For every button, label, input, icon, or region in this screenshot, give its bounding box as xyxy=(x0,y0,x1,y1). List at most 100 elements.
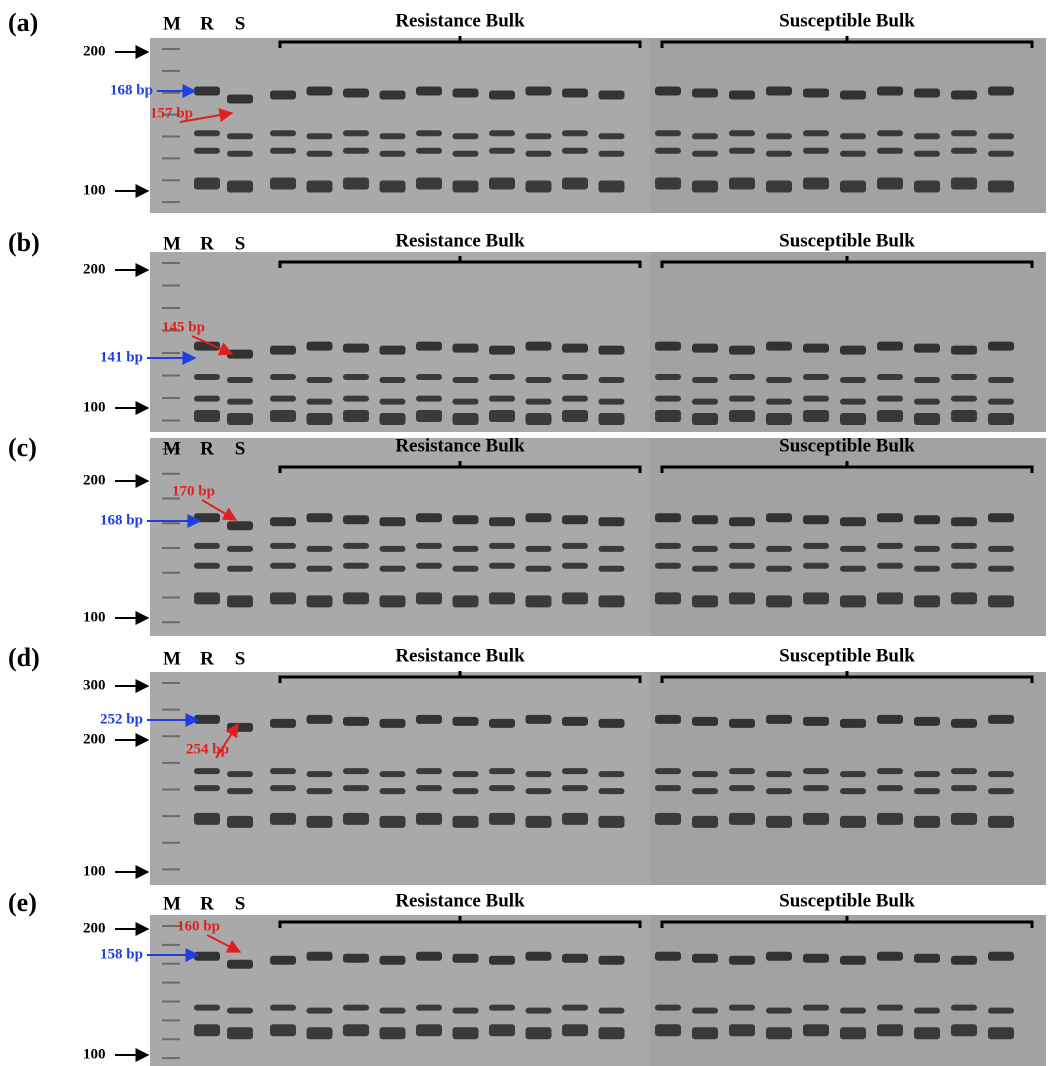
band xyxy=(840,413,866,425)
panel-label: (e) xyxy=(8,888,37,917)
band xyxy=(951,542,977,549)
band xyxy=(306,413,333,425)
band xyxy=(692,413,718,425)
band xyxy=(877,1024,903,1037)
band xyxy=(840,545,866,552)
band xyxy=(379,545,406,552)
ladder-band xyxy=(162,113,180,116)
band xyxy=(379,1027,406,1040)
band xyxy=(655,768,681,775)
band xyxy=(416,395,442,402)
band xyxy=(729,542,755,549)
band xyxy=(766,951,792,961)
band xyxy=(194,177,220,190)
band xyxy=(270,147,296,154)
marker-label: 100 xyxy=(83,609,106,625)
band xyxy=(525,413,552,425)
band xyxy=(729,955,755,965)
band xyxy=(270,562,296,569)
lane-label: R xyxy=(200,13,214,34)
band xyxy=(914,398,940,405)
band xyxy=(525,513,552,523)
ladder-band xyxy=(162,1019,180,1022)
band xyxy=(766,815,792,828)
ladder-band xyxy=(162,708,180,711)
band xyxy=(416,374,442,380)
group-label: Susceptible Bulk xyxy=(779,435,915,456)
band xyxy=(416,812,442,825)
band xyxy=(194,147,220,154)
band xyxy=(914,953,940,963)
band xyxy=(562,562,588,569)
band xyxy=(988,1007,1014,1014)
band xyxy=(489,592,515,605)
band xyxy=(914,343,940,353)
band xyxy=(343,147,369,154)
band xyxy=(379,517,406,527)
band xyxy=(525,1027,552,1040)
band xyxy=(877,395,903,402)
bracket xyxy=(660,671,1034,683)
band xyxy=(416,785,442,792)
band xyxy=(598,413,625,425)
band xyxy=(306,788,333,795)
band xyxy=(729,90,755,100)
band xyxy=(692,180,718,193)
band xyxy=(489,955,515,965)
ladder-band xyxy=(162,419,180,422)
band xyxy=(655,374,681,380)
band xyxy=(803,785,829,792)
band xyxy=(840,1027,866,1040)
band xyxy=(489,785,515,792)
panel-label: (b) xyxy=(8,228,40,257)
band xyxy=(988,815,1014,828)
band xyxy=(988,398,1014,405)
band xyxy=(655,562,681,569)
band xyxy=(525,714,552,724)
band xyxy=(525,86,552,96)
band xyxy=(489,812,515,825)
band xyxy=(343,716,369,726)
band xyxy=(270,1024,296,1037)
band xyxy=(655,177,681,190)
band xyxy=(525,133,552,140)
band xyxy=(988,180,1014,193)
band xyxy=(379,180,406,193)
band xyxy=(655,592,681,605)
band xyxy=(343,130,369,137)
band xyxy=(951,177,977,190)
band xyxy=(877,714,903,724)
band xyxy=(452,398,479,405)
band xyxy=(452,595,479,608)
band xyxy=(489,130,515,137)
band xyxy=(914,88,940,98)
band xyxy=(562,130,588,137)
band xyxy=(227,595,253,608)
band xyxy=(803,130,829,137)
band xyxy=(343,1004,369,1011)
band xyxy=(598,771,625,778)
panel-label: (d) xyxy=(8,643,40,672)
band xyxy=(877,86,903,96)
band xyxy=(840,718,866,728)
band xyxy=(803,542,829,549)
ladder-band xyxy=(162,761,180,764)
band xyxy=(951,90,977,100)
band xyxy=(306,398,333,405)
band xyxy=(729,562,755,569)
band xyxy=(766,398,792,405)
band xyxy=(840,595,866,608)
band xyxy=(914,515,940,525)
allele-label: 168 bp xyxy=(110,82,153,98)
band xyxy=(562,1004,588,1011)
band xyxy=(525,815,552,828)
marker-label: 200 xyxy=(83,261,106,277)
band xyxy=(951,395,977,402)
band xyxy=(227,771,253,778)
band xyxy=(840,788,866,795)
band xyxy=(227,565,253,572)
ladder-band xyxy=(162,374,180,377)
band xyxy=(840,180,866,193)
band xyxy=(840,398,866,405)
band xyxy=(598,1027,625,1040)
